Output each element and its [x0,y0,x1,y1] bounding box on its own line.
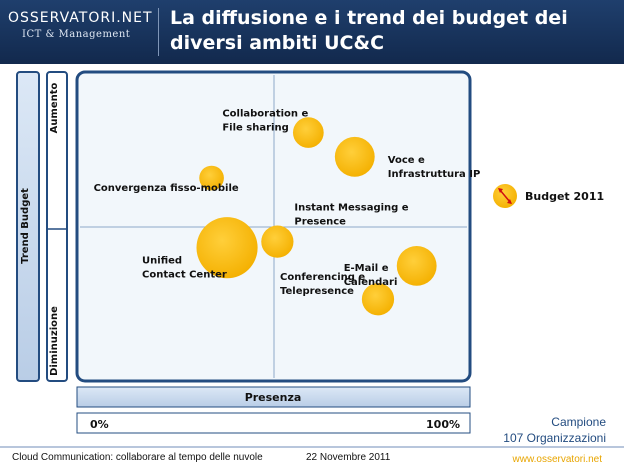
x-min-label: 0% [90,418,109,431]
footer-website[interactable]: www.osservatori.net [512,454,602,465]
slide-title-line-2: diversi ambiti UC&C [170,32,385,54]
sample-value: 107 Organizzazioni [503,431,606,445]
bubble-6 [396,245,437,286]
x-max-label: 100% [426,418,460,431]
bubble-1 [292,117,324,148]
bubble-group [196,117,437,316]
legend-label: Budget 2011 [525,190,604,203]
bubble-2 [334,136,375,177]
bubble-7 [361,283,395,316]
x-scale-bar [76,412,471,434]
slide-title: La diffusione e i trend dei budget dei d… [170,6,620,56]
y-axis-title-box [16,71,40,382]
y-down-label: Diminuzione [49,306,60,376]
bubble-label-7: Conferencing e Telepresence [280,272,365,297]
slide-title-line-1: La diffusione e i trend dei budget dei [170,7,568,29]
bubble-label-3: Convergenza fisso-mobile [94,183,239,194]
osservatori-logo[interactable]: OSSERVATORI.NET ICT & Management [8,10,153,54]
footer-divider [0,446,624,448]
footer-date: 22 Novembre 2011 [306,452,391,463]
sample-info: Campione 107 Organizzazioni [503,414,606,446]
bubble-5 [196,217,258,279]
header-divider [158,8,159,56]
bubble-label-4: Instant Messaging e Presence [294,203,408,228]
y-side-box [46,71,68,382]
x-axis-title-bar [76,386,471,408]
bubble-4 [261,225,294,258]
logo-main-text: OSSERVATORI.NET [8,10,153,26]
bubble-label-2: Voce e Infrastruttura IP [388,155,481,180]
footer-event-title: Cloud Communication: collaborare al temp… [12,452,263,463]
bubble-label-5: Unified Contact Center [142,256,227,281]
bubble-label-1: Collaboration e File sharing [222,109,308,134]
legend-arrow-head-top [498,188,503,193]
logo-sub-text: ICT & Management [22,29,131,40]
sample-label: Campione [551,415,606,429]
label-group: Collaboration e File sharing Voce e Infrast… [94,109,481,298]
bubble-3 [199,165,224,191]
legend-arrow-head-bottom [507,199,512,204]
y-axis-title: Trend Budget [20,188,31,264]
header-banner: OSSERVATORI.NET ICT & Management La diff… [0,0,624,64]
bubble-label-6: E-Mail e Calendari [344,263,398,288]
x-axis-title: Presenza [245,391,302,404]
legend-size-arrow [499,189,511,203]
y-up-label: Aumento [49,82,60,133]
